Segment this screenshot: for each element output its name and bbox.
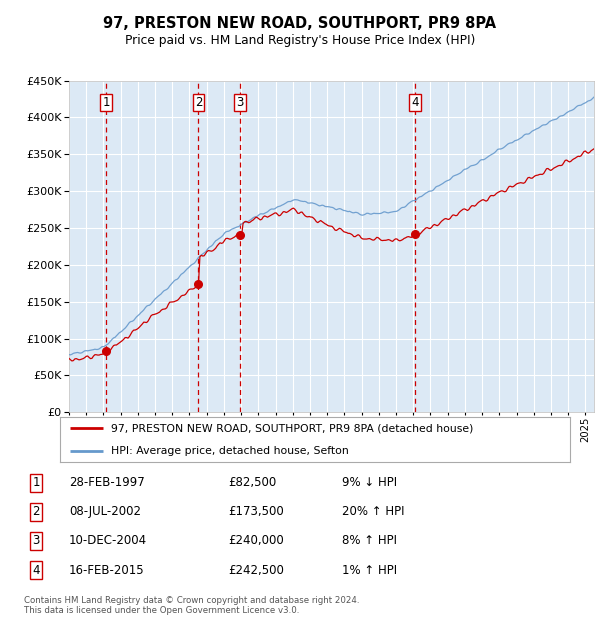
Text: Price paid vs. HM Land Registry's House Price Index (HPI): Price paid vs. HM Land Registry's House …	[125, 34, 475, 47]
Text: 20% ↑ HPI: 20% ↑ HPI	[342, 505, 404, 518]
Text: 10-DEC-2004: 10-DEC-2004	[69, 534, 147, 547]
Text: 08-JUL-2002: 08-JUL-2002	[69, 505, 141, 518]
Text: £242,500: £242,500	[228, 564, 284, 577]
Text: 1% ↑ HPI: 1% ↑ HPI	[342, 564, 397, 577]
Text: 16-FEB-2015: 16-FEB-2015	[69, 564, 145, 577]
Text: HPI: Average price, detached house, Sefton: HPI: Average price, detached house, Seft…	[111, 446, 349, 456]
Text: 4: 4	[412, 96, 419, 109]
Text: 1: 1	[32, 476, 40, 489]
Text: 97, PRESTON NEW ROAD, SOUTHPORT, PR9 8PA (detached house): 97, PRESTON NEW ROAD, SOUTHPORT, PR9 8PA…	[111, 423, 473, 433]
Text: £240,000: £240,000	[228, 534, 284, 547]
Text: Contains HM Land Registry data © Crown copyright and database right 2024.
This d: Contains HM Land Registry data © Crown c…	[24, 596, 359, 615]
Text: 3: 3	[32, 534, 40, 547]
Text: £82,500: £82,500	[228, 476, 276, 489]
Text: 2: 2	[194, 96, 202, 109]
Text: 1: 1	[102, 96, 110, 109]
Text: 3: 3	[236, 96, 244, 109]
Text: £173,500: £173,500	[228, 505, 284, 518]
Text: 4: 4	[32, 564, 40, 577]
Text: 9% ↓ HPI: 9% ↓ HPI	[342, 476, 397, 489]
Text: 2: 2	[32, 505, 40, 518]
Text: 8% ↑ HPI: 8% ↑ HPI	[342, 534, 397, 547]
Text: 97, PRESTON NEW ROAD, SOUTHPORT, PR9 8PA: 97, PRESTON NEW ROAD, SOUTHPORT, PR9 8PA	[103, 16, 497, 30]
Text: 28-FEB-1997: 28-FEB-1997	[69, 476, 145, 489]
